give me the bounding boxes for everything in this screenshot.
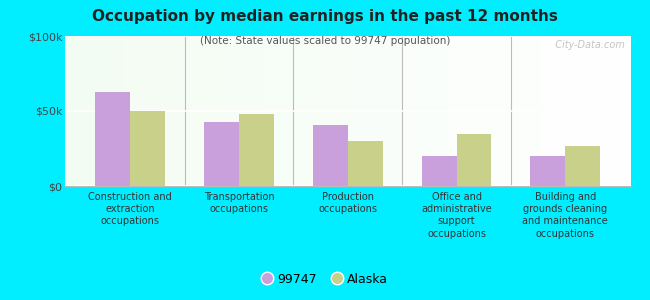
Bar: [456, 134, 491, 186]
Bar: [239, 114, 274, 186]
Bar: [96, 92, 130, 186]
Text: Occupation by median earnings in the past 12 months: Occupation by median earnings in the pas…: [92, 9, 558, 24]
Bar: [566, 146, 600, 186]
Bar: [422, 156, 456, 186]
Text: (Note: State values scaled to 99747 population): (Note: State values scaled to 99747 popu…: [200, 36, 450, 46]
Legend: 99747, Alaska: 99747, Alaska: [257, 268, 393, 291]
Bar: [348, 141, 383, 186]
Bar: [530, 156, 566, 186]
Bar: [204, 122, 239, 186]
Bar: [313, 124, 348, 186]
Bar: [130, 111, 165, 186]
Text: City-Data.com: City-Data.com: [549, 40, 625, 50]
